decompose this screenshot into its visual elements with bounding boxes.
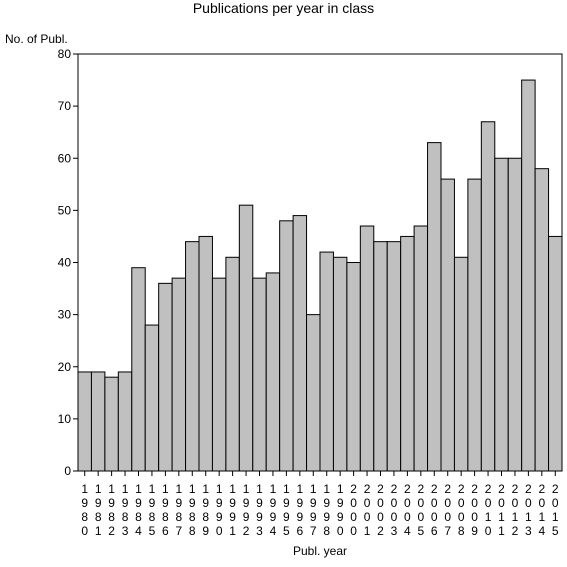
y-axis-label: No. of Publ. — [5, 32, 68, 46]
bar-1990 — [211, 277, 227, 472]
bar-1981 — [90, 371, 106, 472]
y-tick-label: 20 — [58, 360, 72, 374]
bar-2014 — [534, 168, 550, 472]
y-tick-label: 40 — [58, 256, 72, 270]
bar-1985 — [144, 324, 160, 472]
bar-1984 — [131, 267, 146, 472]
bar-2012 — [507, 157, 523, 472]
y-tick-label: 60 — [58, 151, 72, 165]
bar-2010 — [480, 121, 496, 472]
bars-group — [77, 79, 563, 472]
bar-1998 — [319, 251, 334, 472]
bar-1993 — [252, 277, 267, 472]
chart-title: Publications per year in class — [192, 0, 375, 16]
bar-1999 — [332, 256, 348, 472]
bar-2011 — [494, 157, 509, 472]
bar-1988 — [185, 241, 200, 472]
bar-1987 — [171, 277, 187, 472]
x-axis: 1 9 8 0 1 9 8 1 1 9 8 2 1 9 8 3 1 9 8 4 1 9 8 5 1 9 8 6 1 9 8 7 1 9 8 8 1 9 8 9… — [81, 471, 559, 538]
bar-2007 — [440, 178, 455, 472]
bar-1980 — [77, 371, 92, 472]
bar-2013 — [521, 79, 536, 472]
bar-1989 — [198, 235, 213, 472]
bar-1983 — [117, 371, 133, 472]
bar-2003 — [386, 241, 402, 472]
y-tick-label: 80 — [58, 47, 72, 61]
bar-2008 — [453, 256, 469, 472]
y-tick-label: 30 — [58, 308, 72, 322]
bar-2006 — [427, 142, 442, 472]
bar-1994 — [265, 272, 281, 472]
y-tick-label: 70 — [58, 99, 72, 113]
bar-2002 — [373, 241, 388, 472]
bar-2005 — [413, 225, 429, 472]
y-tick-label: 50 — [58, 203, 72, 217]
y-tick-label: 0 — [64, 464, 71, 478]
bar-2009 — [467, 178, 482, 472]
x-axis-label: Publ. year — [292, 544, 348, 558]
bar-2001 — [359, 225, 375, 472]
bar-2000 — [346, 262, 361, 472]
bar-1982 — [104, 376, 119, 472]
bar-1991 — [225, 256, 240, 472]
bar-2004 — [400, 235, 415, 472]
bar-2015 — [548, 235, 563, 472]
y-axis: 0 10 20 30 40 50 60 70 80 — [58, 47, 78, 478]
y-tick-label: 10 — [58, 412, 72, 426]
bar-1996 — [292, 215, 308, 472]
bar-1997 — [306, 314, 321, 472]
bar-1986 — [158, 282, 173, 472]
bar-1992 — [238, 204, 254, 472]
bar-1995 — [279, 220, 294, 472]
